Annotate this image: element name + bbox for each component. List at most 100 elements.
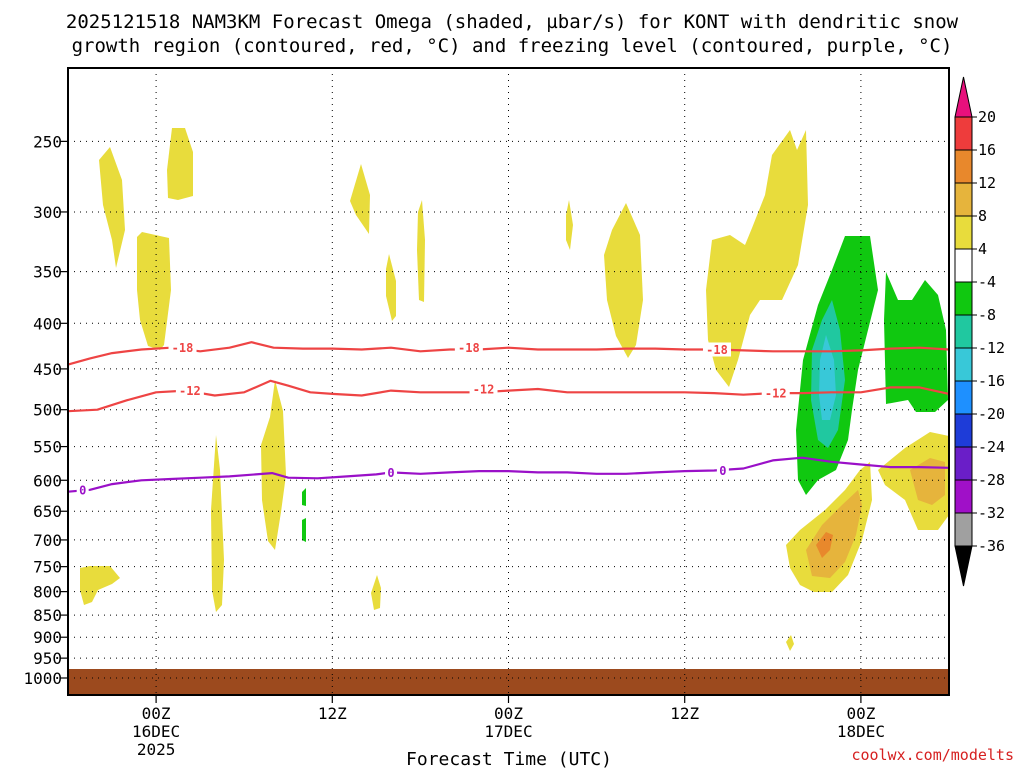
omega-yellow-area — [371, 575, 381, 610]
contour-label: -12 — [765, 387, 787, 401]
contour-label-bg — [454, 340, 483, 355]
y-tick-label: 450 — [33, 360, 62, 379]
x-tick-label: 00Z — [142, 704, 171, 723]
colorbar-bin — [954, 413, 973, 448]
contour-label-bg — [703, 342, 732, 357]
omega-yellow-area — [706, 130, 808, 387]
omega-yellow-area — [261, 380, 286, 550]
colorbar-bin — [954, 248, 973, 283]
y-tick-label: 350 — [33, 263, 62, 282]
colorbar-label: -16 — [978, 372, 1005, 390]
colorbar-bin — [954, 149, 973, 184]
x-tick-label: 12Z — [670, 704, 699, 723]
colorbar-bin — [954, 215, 973, 250]
colorbar-bin — [954, 446, 973, 481]
omega-green-area — [302, 488, 306, 506]
x-tick-label: 17DEC — [484, 722, 532, 741]
y-tick-label: 800 — [33, 583, 62, 602]
contour-label-bg — [469, 382, 498, 397]
y-tick-label: 400 — [33, 314, 62, 333]
chart-title-line2: growth region (contoured, red, °C) and f… — [72, 35, 953, 57]
colorbar-label: -32 — [978, 504, 1005, 522]
y-axis-ticks: 250 300 350 400 450 500 550 600 650 700 750 800 850 9… — [23, 132, 68, 688]
colorbar-label: -28 — [978, 471, 1005, 489]
colorbar-label: 20 — [978, 108, 996, 126]
omega-yellow-area — [566, 200, 573, 250]
omega-yellow-area — [211, 435, 224, 612]
contour-label: -18 — [458, 341, 480, 355]
x-tick-label: 00Z — [494, 704, 523, 723]
chart-title-line1: 2025121518 NAM3KM Forecast Omega (shaded… — [66, 11, 959, 33]
y-tick-label: 750 — [33, 558, 62, 577]
contour-line — [67, 341, 950, 366]
colorbar-bin — [954, 281, 973, 316]
colorbar-bin — [954, 347, 973, 382]
colorbar-label: -36 — [978, 537, 1005, 555]
y-tick-label: 550 — [33, 438, 62, 457]
colorbar-label: 12 — [978, 174, 996, 192]
colorbar-bin — [954, 314, 973, 349]
credit-text: coolwx.com/modelts — [851, 746, 1014, 764]
x-tick-label: 16DEC — [132, 722, 180, 741]
y-tick-label: 250 — [33, 132, 62, 151]
omega-yellow-area — [604, 203, 643, 358]
colorbar: 20 16 12 8 4 -4 -8 -12 -16 -20 -24 -28 -32 -36 — [954, 76, 1005, 587]
grid-lines — [68, 68, 949, 695]
y-tick-label: 300 — [33, 203, 62, 222]
y-tick-label: 850 — [33, 606, 62, 625]
contour-lines: -18 -18 -18 -12 -12 -12 0 0 0 — [67, 340, 950, 497]
x-tick-label: 2025 — [137, 740, 176, 759]
contour-label: 0 — [79, 483, 86, 497]
y-tick-label: 600 — [33, 471, 62, 490]
contour-label-bg — [175, 383, 204, 398]
omega-yellow-area — [80, 566, 120, 605]
y-tick-label: 650 — [33, 502, 62, 521]
colorbar-bin — [954, 182, 973, 217]
colorbar-bin — [954, 380, 973, 415]
contour-label: -12 — [473, 383, 495, 397]
x-tick-label: 18DEC — [837, 722, 885, 741]
omega-yellow-area — [386, 254, 396, 321]
omega-orange-light-area — [910, 458, 945, 505]
contour-line — [67, 456, 950, 493]
contour-label-bg — [168, 340, 197, 355]
colorbar-top-arrow — [954, 76, 973, 118]
colorbar-label: -20 — [978, 405, 1005, 423]
contour-label: 0 — [387, 466, 394, 480]
omega-orange-area — [816, 532, 833, 558]
x-tick-label: 00Z — [846, 704, 875, 723]
omega-yellow-area — [417, 200, 425, 302]
omega-green-area — [302, 518, 306, 542]
omega-yellow-area — [167, 128, 193, 200]
omega-shading — [80, 128, 949, 651]
colorbar-label: -4 — [978, 273, 996, 291]
y-tick-label: 900 — [33, 628, 62, 647]
ground-fill — [69, 669, 949, 695]
y-tick-label: 950 — [33, 649, 62, 668]
omega-green-area — [884, 272, 948, 412]
colorbar-bin — [954, 116, 973, 151]
y-tick-label: 700 — [33, 531, 62, 550]
omega-yellow-area — [137, 232, 171, 350]
plot-frame — [67, 67, 950, 696]
x-tick-label: 12Z — [318, 704, 347, 723]
contour-label-bg — [385, 465, 398, 480]
omega-yellow-area — [350, 164, 370, 234]
y-tick-label: 500 — [33, 401, 62, 420]
contour-label: -18 — [706, 343, 728, 357]
omega-yellow-area — [99, 147, 125, 268]
colorbar-label: -24 — [978, 438, 1005, 456]
colorbar-bottom-arrow — [954, 545, 973, 587]
contour-label-bg — [76, 482, 89, 497]
colorbar-label: -8 — [978, 306, 996, 324]
colorbar-bin — [954, 512, 973, 547]
colorbar-label: 4 — [978, 240, 987, 258]
omega-orange-light-area — [806, 490, 862, 578]
contour-label: 0 — [719, 464, 726, 478]
colorbar-label: -12 — [978, 339, 1005, 357]
contour-label-bg — [716, 463, 729, 478]
omega-yellow-area — [786, 635, 794, 651]
colorbar-bin — [954, 479, 973, 514]
